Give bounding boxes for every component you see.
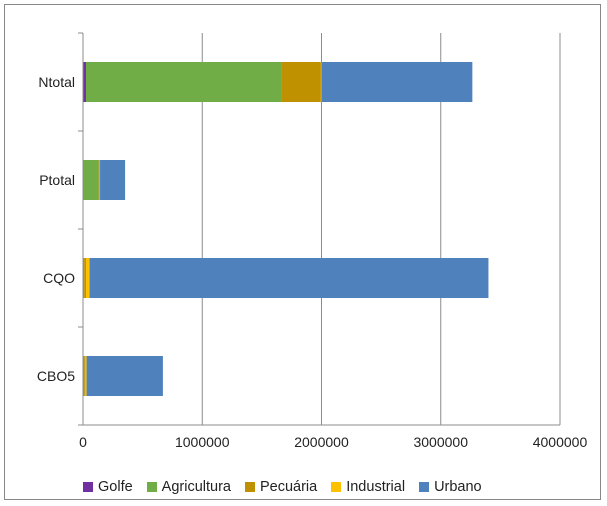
legend-label: Pecuária xyxy=(259,479,318,495)
x-tick-label: 3000000 xyxy=(413,434,468,450)
category-label: CBO5 xyxy=(37,368,75,384)
legend: Golfe Agricultura Pecuária Industrial Urbano xyxy=(83,477,496,497)
bar-segment-industrial xyxy=(85,356,87,396)
category-label: Ptotal xyxy=(39,172,75,188)
chart-frame: 0 1000000 2000000 3000000 4000000 CBO5 CQO Ptot… xyxy=(4,4,601,500)
bar-segment-industrial xyxy=(320,62,322,102)
legend-item: Industrial xyxy=(331,479,405,495)
legend-swatch xyxy=(146,482,157,492)
bars xyxy=(83,62,489,396)
legend-label: Industrial xyxy=(346,479,406,495)
labels: 0 1000000 2000000 3000000 4000000 CBO5 CQO Ptot… xyxy=(37,74,588,450)
legend-item: Golfe xyxy=(83,479,133,495)
x-tick-label: 2000000 xyxy=(294,434,349,450)
legend-item: Agricultura xyxy=(146,479,231,495)
bar-segment-pecuária xyxy=(84,258,86,298)
bar-segment-industrial xyxy=(99,160,101,200)
legend-item: Pecuária xyxy=(244,479,318,495)
x-tick-label: 0 xyxy=(79,434,87,450)
bar-segment-urbano xyxy=(89,258,489,298)
bar-segment-pecuária xyxy=(98,160,100,200)
category-label: Ntotal xyxy=(38,74,75,90)
bar-segment-agricultura xyxy=(83,160,99,200)
bar-segment-agricultura xyxy=(85,62,282,102)
bar-segment-pecuária xyxy=(281,62,321,102)
legend-swatch xyxy=(331,482,342,492)
bar-segment-golfe xyxy=(83,62,86,102)
x-tick-label: 1000000 xyxy=(175,434,230,450)
legend-swatch xyxy=(244,482,255,492)
legend-item: Urbano xyxy=(419,479,482,495)
bar-segment-urbano xyxy=(100,160,126,200)
category-label: CQO xyxy=(43,270,75,286)
bar-segment-agricultura xyxy=(83,356,85,396)
legend-swatch xyxy=(83,482,93,492)
legend-label: Urbano xyxy=(434,479,482,495)
legend-label: Golfe xyxy=(98,479,133,495)
bar-segment-urbano xyxy=(86,356,163,396)
legend-label: Agricultura xyxy=(161,479,231,495)
legend-swatch xyxy=(419,482,430,492)
bar-segment-agricultura xyxy=(83,258,85,298)
bar-segment-industrial xyxy=(85,258,90,298)
bar-segment-pecuária xyxy=(84,356,86,396)
bar-segment-urbano xyxy=(321,62,473,102)
chart-plot: 0 1000000 2000000 3000000 4000000 CBO5 CQO Ptot… xyxy=(37,32,588,450)
axes xyxy=(78,32,560,426)
x-tick-label: 4000000 xyxy=(533,434,588,450)
